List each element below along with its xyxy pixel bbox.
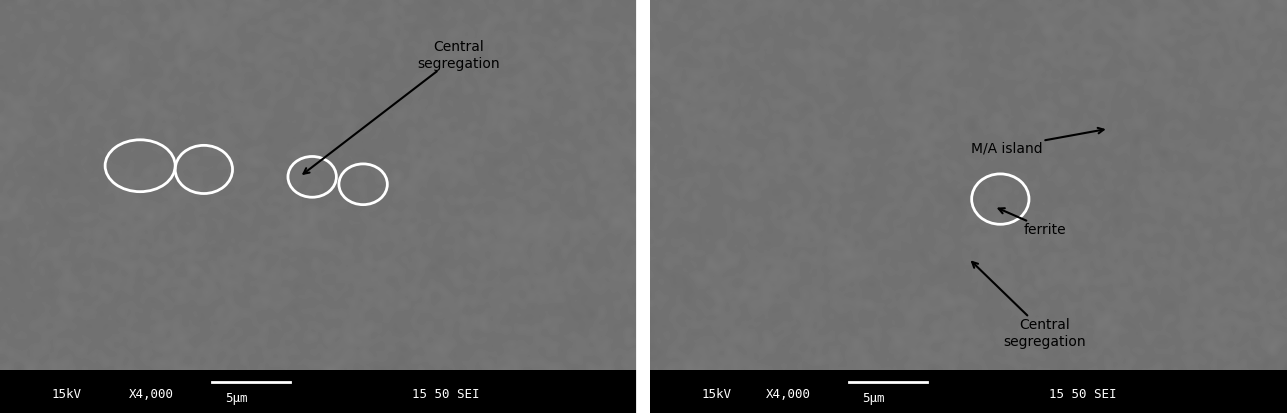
Text: X4,000: X4,000 — [129, 387, 174, 400]
Text: Central
segregation: Central segregation — [304, 40, 499, 174]
Bar — [650, 370, 1287, 413]
Text: X4,000: X4,000 — [766, 387, 811, 400]
Text: 15kV: 15kV — [701, 387, 731, 400]
Text: (a): (a) — [6, 384, 28, 399]
Text: (b): (b) — [656, 384, 678, 399]
Text: 15kV: 15kV — [51, 387, 81, 400]
Text: 5μm: 5μm — [862, 392, 884, 404]
Text: 5μm: 5μm — [225, 392, 247, 404]
Bar — [0, 370, 637, 413]
Text: M/A island: M/A island — [970, 128, 1103, 155]
Text: ferrite: ferrite — [999, 209, 1066, 236]
Text: 15 50 SEI: 15 50 SEI — [1049, 387, 1116, 400]
Text: 15 50 SEI: 15 50 SEI — [412, 387, 479, 400]
Text: Central
segregation: Central segregation — [972, 262, 1086, 348]
